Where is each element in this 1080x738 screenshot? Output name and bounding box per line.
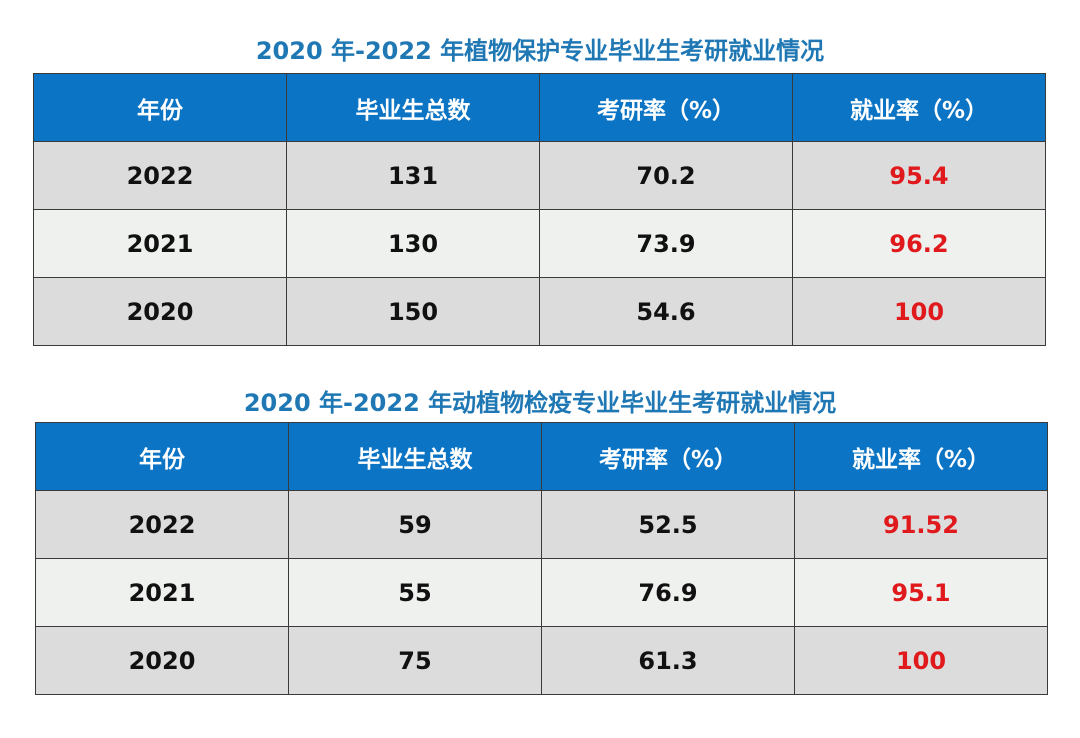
table-header-row: 年份 毕业生总数 考研率（%） 就业率（%）: [35, 422, 1048, 491]
table-row: 2022 59 52.5 91.52: [35, 490, 1048, 559]
cell-postgrad-rate: 73.9: [539, 209, 793, 278]
cell-postgrad-rate: 54.6: [539, 277, 793, 346]
cell-graduate-total: 55: [288, 558, 542, 627]
cell-graduate-total: 131: [286, 141, 540, 210]
cell-year: 2022: [33, 141, 287, 210]
cell-graduate-total: 130: [286, 209, 540, 278]
plant-protection-table: 年份 毕业生总数 考研率（%） 就业率（%） 2022 131 70.2 95.…: [33, 73, 1046, 346]
header-graduate-total: 毕业生总数: [286, 73, 540, 142]
header-postgrad-rate: 考研率（%）: [541, 422, 795, 491]
table-1-title: 2020 年-2022 年植物保护专业毕业生考研就业情况: [255, 37, 825, 65]
cell-postgrad-rate: 70.2: [539, 141, 793, 210]
cell-postgrad-rate: 76.9: [541, 558, 795, 627]
cell-employment-rate: 95.4: [792, 141, 1046, 210]
cell-employment-rate: 95.1: [794, 558, 1048, 627]
table-header-row: 年份 毕业生总数 考研率（%） 就业率（%）: [33, 73, 1046, 142]
cell-year: 2021: [35, 558, 289, 627]
table-row: 2021 55 76.9 95.1: [35, 558, 1048, 627]
header-graduate-total: 毕业生总数: [288, 422, 542, 491]
cell-graduate-total: 59: [288, 490, 542, 559]
header-year: 年份: [35, 422, 289, 491]
table-row: 2021 130 73.9 96.2: [33, 209, 1046, 278]
header-employment-rate: 就业率（%）: [792, 73, 1046, 142]
cell-graduate-total: 75: [288, 626, 542, 695]
cell-year: 2021: [33, 209, 287, 278]
table-row: 2020 150 54.6 100: [33, 277, 1046, 346]
table-row: 2022 131 70.2 95.4: [33, 141, 1046, 210]
cell-year: 2022: [35, 490, 289, 559]
cell-postgrad-rate: 52.5: [541, 490, 795, 559]
cell-employment-rate: 91.52: [794, 490, 1048, 559]
header-employment-rate: 就业率（%）: [794, 422, 1048, 491]
cell-employment-rate: 100: [792, 277, 1046, 346]
cell-employment-rate: 96.2: [792, 209, 1046, 278]
header-postgrad-rate: 考研率（%）: [539, 73, 793, 142]
cell-employment-rate: 100: [794, 626, 1048, 695]
cell-graduate-total: 150: [286, 277, 540, 346]
cell-year: 2020: [33, 277, 287, 346]
table-2-title: 2020 年-2022 年动植物检疫专业毕业生考研就业情况: [243, 389, 837, 417]
cell-year: 2020: [35, 626, 289, 695]
cell-postgrad-rate: 61.3: [541, 626, 795, 695]
plant-quarantine-table: 年份 毕业生总数 考研率（%） 就业率（%） 2022 59 52.5 91.5…: [35, 422, 1048, 695]
header-year: 年份: [33, 73, 287, 142]
table-row: 2020 75 61.3 100: [35, 626, 1048, 695]
